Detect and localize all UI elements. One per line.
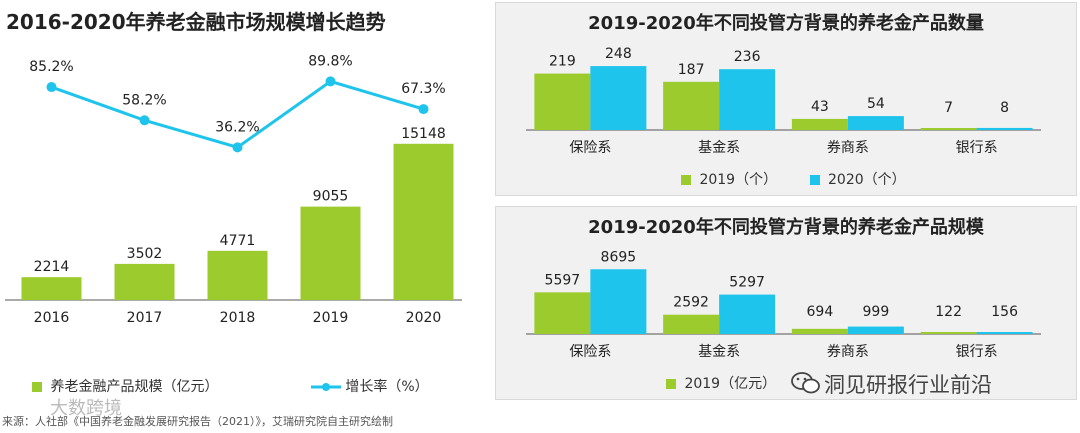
bar-label-保险系-0: 5597	[545, 272, 581, 288]
bar-基金系-1	[719, 294, 776, 334]
bar-银行系-1	[976, 127, 1033, 130]
bar-label-基金系-1: 5297	[729, 275, 765, 291]
bar-2020	[393, 143, 454, 300]
bar-label-2018: 4771	[220, 233, 256, 249]
bar-label-银行系-0: 122	[935, 304, 962, 320]
growth-point-2017	[139, 115, 150, 126]
bar-基金系-1	[719, 69, 776, 130]
bar-银行系-1	[976, 332, 1033, 334]
x-tick-券商系: 券商系	[827, 140, 869, 156]
bar-label-基金系-1: 236	[734, 49, 761, 65]
growth-label-2018: 36.2%	[215, 119, 259, 135]
legend-swatch-green	[666, 379, 676, 389]
bar-label-2019: 9055	[313, 189, 349, 205]
growth-point-2019	[325, 76, 336, 87]
x-tick-2018: 2018	[220, 310, 256, 326]
legend-label-2019-count: 2019（个）	[699, 172, 778, 188]
legend-item-line: 增长率（%）	[310, 376, 429, 396]
bar-券商系-1	[847, 326, 904, 334]
watermark-right: 洞见研报行业前沿	[824, 373, 992, 397]
bar-label-基金系-0: 187	[678, 62, 705, 78]
bar-label-保险系-0: 219	[549, 54, 576, 70]
bar-label-券商系-0: 43	[811, 99, 829, 115]
chart-scale: 5597 8695 保险系 2592 5297 基金系 694 999 券商系 122 156 银行系	[526, 249, 1041, 360]
legend-item-2019-scale: 2019（亿元）	[666, 373, 776, 393]
bar-2017	[114, 263, 175, 300]
x-tick-保险系: 保险系	[569, 344, 611, 360]
growth-label-2016: 85.2%	[29, 59, 73, 75]
x-tick-保险系: 保险系	[569, 140, 611, 156]
growth-rate-line	[50, 79, 424, 150]
x-tick-2019: 2019	[313, 310, 349, 326]
bar-label-基金系-0: 2592	[673, 295, 709, 311]
bar-券商系-0	[791, 328, 848, 334]
legend-count: 2019（个） 2020（个）	[681, 169, 934, 189]
bar-label-2020: 15148	[401, 126, 446, 142]
bar-保险系-0	[534, 73, 591, 130]
x-tick-银行系: 银行系	[956, 140, 998, 156]
x-tick-2017: 2017	[127, 310, 163, 326]
chart-title-scale: 2019-2020年不同投管方背景的养老金产品规模	[588, 217, 984, 238]
x-tick-基金系: 基金系	[698, 139, 740, 156]
legend-scale: 2019（亿元）	[666, 373, 804, 393]
legend-label-2019-scale: 2019（亿元）	[684, 376, 777, 392]
bar-label-券商系-0: 694	[807, 304, 834, 320]
bar-银行系-0	[920, 128, 977, 130]
bar-label-银行系-0: 7	[944, 100, 953, 116]
bar-保险系-1	[590, 66, 647, 130]
legend-item-bar: 养老金融产品规模（亿元）	[32, 376, 218, 396]
bar-label-券商系-1: 54	[867, 96, 885, 112]
panel-count: 2019-2020年不同投管方背景的养老金产品数量 219 248 保险系 187 23…	[495, 2, 1077, 196]
bar-label-保险系-1: 248	[605, 46, 632, 62]
chart-count: 219 248 保险系 187 236 基金系 43 54 券商系 7 8 银行系	[526, 46, 1041, 156]
x-tick-2016: 2016	[34, 310, 70, 326]
bar-保险系-0	[534, 292, 591, 334]
legend-swatch-green	[681, 175, 691, 185]
legend-label-bar: 养老金融产品规模（亿元）	[50, 379, 219, 395]
bar-label-2017: 3502	[127, 246, 163, 262]
legend-item-2020-count: 2020（个）	[809, 169, 906, 189]
growth-label-2019: 89.8%	[308, 53, 352, 69]
bar-基金系-0	[663, 314, 720, 334]
wechat-icon	[791, 372, 820, 394]
legend-item-2019-count: 2019（个）	[681, 169, 777, 189]
legend-swatch-green	[32, 382, 42, 392]
chart-main: 2214 2016 3502 2017 4771 2018 9055 2019 15148 202…	[5, 53, 462, 326]
legend-main: 养老金融产品规模（亿元） 增长率（%）	[32, 376, 457, 396]
chart-title-count: 2019-2020年不同投管方背景的养老金产品数量	[588, 13, 984, 34]
growth-point-2016	[46, 82, 57, 93]
legend-swatch-blue	[809, 175, 820, 185]
growth-label-2017: 58.2%	[122, 92, 166, 108]
x-tick-银行系: 银行系	[956, 344, 998, 360]
bar-券商系-0	[791, 118, 848, 130]
growth-label-2020: 67.3%	[401, 81, 445, 97]
bar-2019	[300, 206, 361, 300]
bar-券商系-1	[847, 116, 904, 130]
bar-label-券商系-1: 999	[863, 304, 890, 320]
legend-label-line: 增长率（%）	[345, 379, 429, 395]
x-tick-2020: 2020	[406, 310, 442, 326]
bar-保险系-1	[590, 269, 647, 334]
bar-2018	[207, 250, 268, 300]
source-note: 来源：人社部《中国养老金融发展研究报告（2021）》，艾瑞研究院自主研究绘制	[2, 415, 393, 428]
legend-line-marker	[310, 383, 341, 391]
panel-scale: 2019-2020年不同投管方背景的养老金产品规模 5597 8695 保险系 259…	[495, 206, 1077, 400]
legend-label-2020-count: 2020（个）	[828, 172, 906, 188]
growth-point-2020	[418, 104, 429, 115]
bar-label-2016: 2214	[34, 259, 70, 275]
bar-基金系-0	[663, 81, 720, 130]
x-tick-券商系: 券商系	[827, 344, 869, 360]
growth-point-2018	[232, 142, 243, 153]
bar-label-保险系-1: 8695	[601, 249, 637, 265]
chart-title-main: 2016-2020年养老金融市场规模增长趋势	[6, 10, 386, 34]
bar-银行系-0	[920, 332, 977, 334]
bar-2016	[21, 277, 82, 300]
bar-label-银行系-1: 156	[991, 304, 1018, 320]
watermark-left: 大数跨境	[50, 398, 122, 419]
x-tick-基金系: 基金系	[698, 343, 740, 360]
bar-label-银行系-1: 8	[1000, 100, 1009, 116]
